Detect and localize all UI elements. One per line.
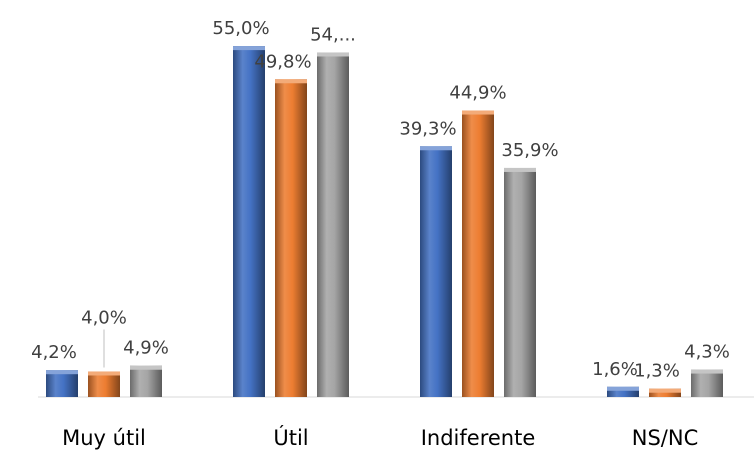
bar-til-s2 bbox=[275, 79, 307, 397]
data-label-muy-til-s1: 4,2% bbox=[31, 342, 77, 363]
bar-indiferente-s3 bbox=[504, 167, 536, 397]
bar-til-s1 bbox=[233, 46, 265, 397]
data-label-muy-til-s2: 4,0% bbox=[81, 307, 127, 328]
bar-top-indiferente-s2 bbox=[462, 110, 494, 115]
bar-top-indiferente-s3 bbox=[504, 167, 536, 172]
bar-top-muy-til-s1 bbox=[46, 370, 78, 375]
data-label-muy-til-s3: 4,9% bbox=[123, 338, 169, 359]
category-label-indiferente: Indiferente bbox=[421, 426, 536, 450]
category-label-muy-til: Muy útil bbox=[62, 426, 146, 450]
data-label-til-s2: 49,8% bbox=[254, 51, 311, 72]
data-label-ns-nc-s3: 4,3% bbox=[684, 342, 730, 363]
bar-muy-til-s1 bbox=[46, 370, 78, 397]
data-label-ns-nc-s1: 1,6% bbox=[592, 359, 638, 380]
data-label-indiferente-s3: 35,9% bbox=[501, 140, 558, 161]
bar-top-til-s2 bbox=[275, 79, 307, 84]
bar-til-s3 bbox=[317, 52, 349, 397]
data-label-til-s1: 55,0% bbox=[212, 18, 269, 39]
bar-top-muy-til-s2 bbox=[88, 371, 120, 376]
bar-indiferente-s2 bbox=[462, 110, 494, 398]
bar-muy-til-s3 bbox=[130, 365, 162, 397]
bar-ns-nc-s1 bbox=[607, 386, 639, 397]
data-label-indiferente-s1: 39,3% bbox=[399, 118, 456, 139]
bar-indiferente-s1 bbox=[420, 146, 452, 397]
bar-muy-til-s2 bbox=[88, 371, 120, 397]
bar-top-til-s1 bbox=[233, 46, 265, 51]
bar-top-ns-nc-s2 bbox=[649, 388, 681, 393]
data-label-ns-nc-s2: 1,3% bbox=[634, 361, 680, 382]
bar-ns-nc-s3 bbox=[691, 369, 723, 397]
bar-ns-nc-s2 bbox=[649, 388, 681, 397]
data-label-indiferente-s2: 44,9% bbox=[449, 83, 506, 104]
category-label-ns-nc: NS/NC bbox=[632, 426, 699, 450]
bar-top-indiferente-s1 bbox=[420, 146, 452, 151]
bar-top-ns-nc-s3 bbox=[691, 369, 723, 374]
data-label-til-s3: 54,... bbox=[310, 24, 356, 45]
category-label-til: Útil bbox=[273, 425, 308, 450]
bar-top-muy-til-s3 bbox=[130, 365, 162, 370]
bar-top-til-s3 bbox=[317, 52, 349, 57]
bar-top-ns-nc-s1 bbox=[607, 386, 639, 391]
